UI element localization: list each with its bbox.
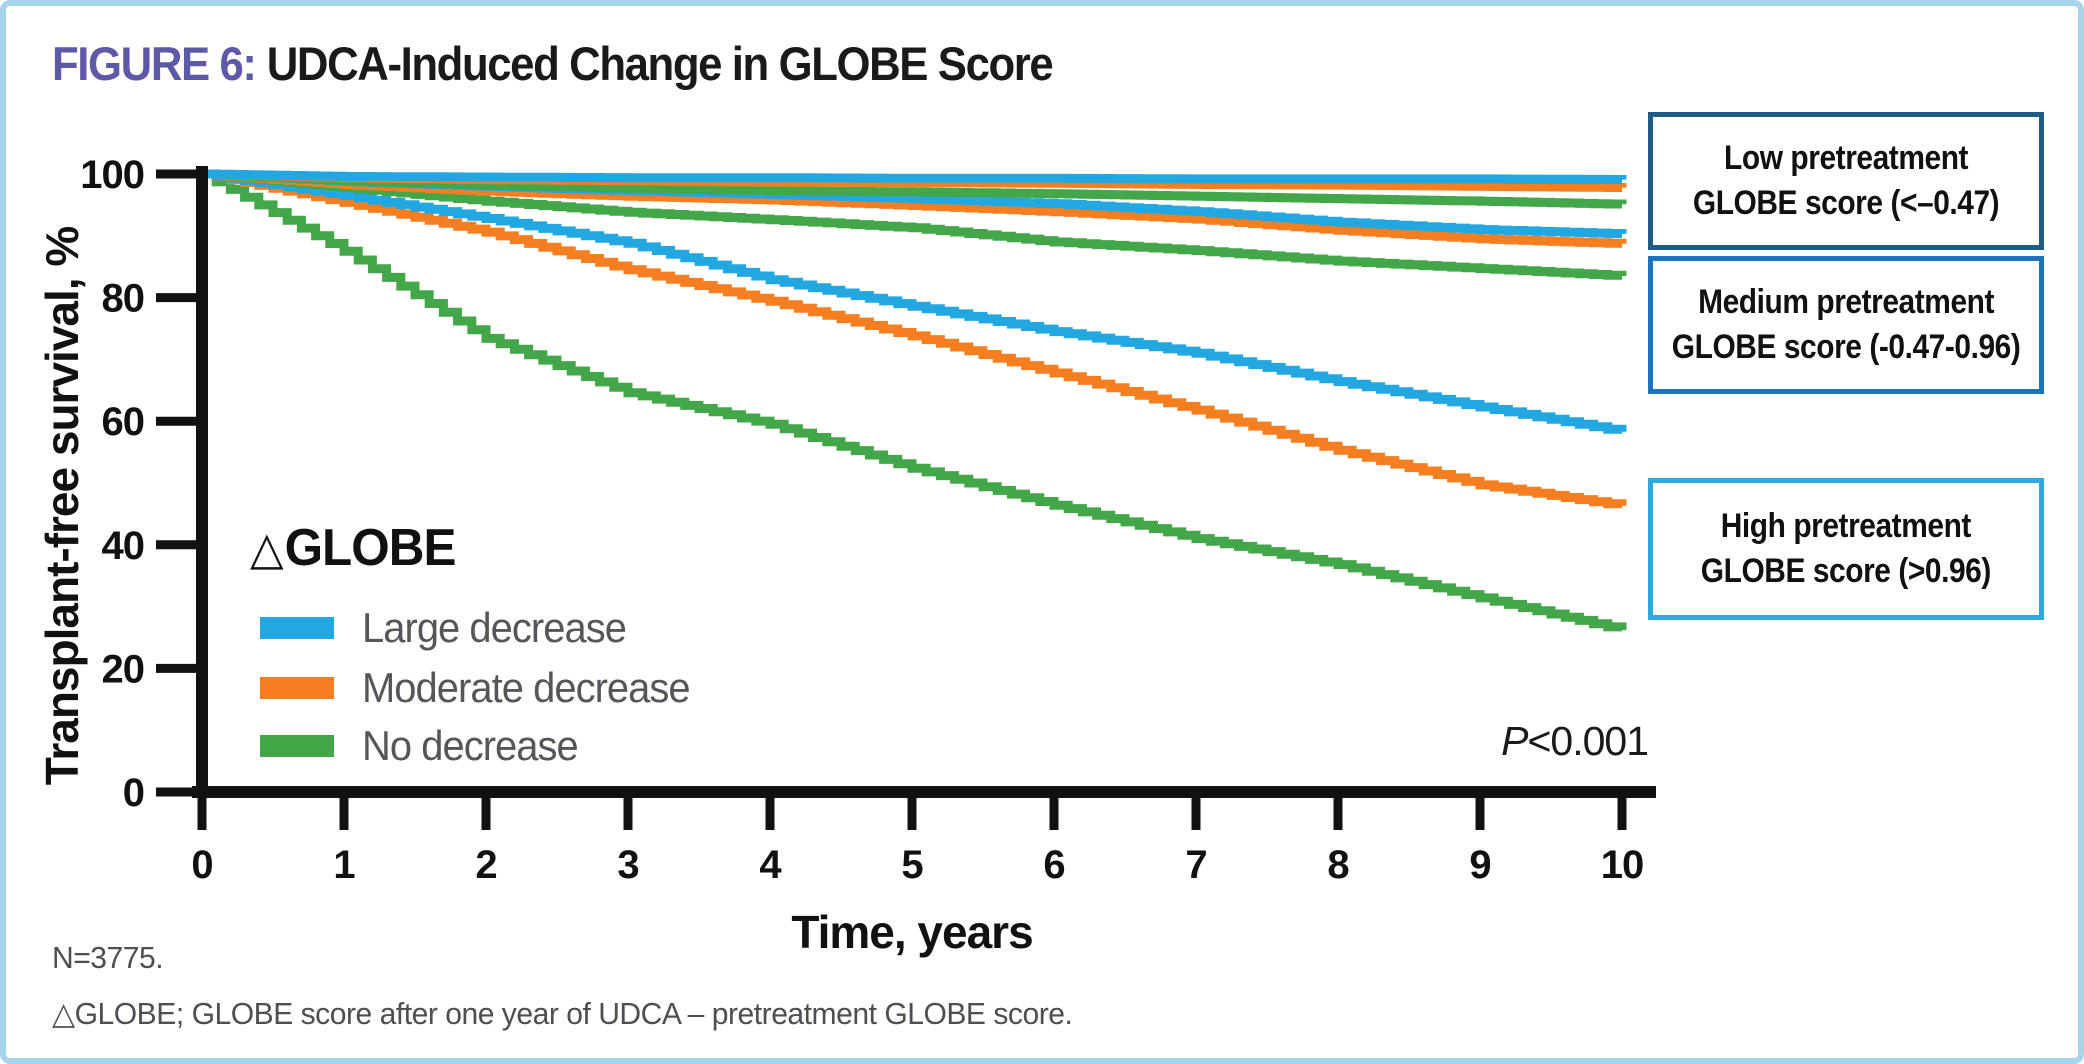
- annotation-box-text: Medium pretreatment GLOBE score (-0.47-0…: [1672, 280, 2021, 370]
- svg-text:0: 0: [191, 843, 212, 887]
- survival-chart: 0 20 40 60 80 100 0 1 2 3 4 5 6 7 8 9 10 Time, years Trans…: [36, 153, 1656, 958]
- annotation-box-medium-pretreatment: Medium pretreatment GLOBE score (-0.47-0…: [1648, 256, 2044, 394]
- svg-text:1: 1: [333, 843, 355, 887]
- svg-text:100: 100: [80, 153, 144, 197]
- svg-text:0: 0: [123, 771, 144, 815]
- legend-label: No decrease: [362, 722, 579, 769]
- figure-number-label: FIGURE 6:: [52, 37, 257, 90]
- legend-item-moderate-decrease: Moderate decrease: [260, 664, 707, 711]
- annotation-line: GLOBE score (>0.96): [1700, 552, 1992, 590]
- legend-heading-text: GLOBE: [284, 519, 457, 577]
- legend-item-no-decrease: No decrease: [260, 722, 589, 769]
- svg-text:7: 7: [1185, 843, 1206, 887]
- legend-swatch-blue: [260, 617, 334, 639]
- svg-text:Time, years: Time, years: [791, 906, 1032, 958]
- legend-heading: △ GLOBE: [250, 518, 457, 578]
- annotation-line: Low pretreatment: [1723, 139, 1968, 177]
- annotation-box-text: High pretreatment GLOBE score (>0.96): [1700, 504, 1992, 594]
- p-value-symbol: P: [1501, 718, 1528, 764]
- svg-text:3: 3: [617, 843, 638, 887]
- annotation-line: High pretreatment: [1720, 507, 1972, 545]
- figure-title: FIGURE 6: UDCA-Induced Change in GLOBE Sc…: [52, 36, 1054, 91]
- svg-text:9: 9: [1469, 843, 1490, 887]
- svg-text:5: 5: [901, 843, 923, 887]
- legend-label: Large decrease: [362, 604, 627, 651]
- annotation-line: Medium pretreatment: [1698, 283, 1994, 321]
- svg-text:10: 10: [1601, 843, 1644, 887]
- p-value-annotation: P<0.001: [1348, 718, 1649, 765]
- annotation-box-high-pretreatment: High pretreatment GLOBE score (>0.96): [1648, 478, 2044, 620]
- legend-swatch-green: [260, 735, 334, 757]
- annotation-line: GLOBE score (<–0.47): [1692, 184, 2000, 222]
- legend-swatch-orange: [260, 677, 334, 699]
- figure-title-text: UDCA-Induced Change in GLOBE Score: [266, 37, 1054, 90]
- legend-item-large-decrease: Large decrease: [260, 604, 640, 651]
- svg-text:8: 8: [1327, 843, 1349, 887]
- svg-text:60: 60: [102, 400, 145, 444]
- svg-text:2: 2: [475, 843, 496, 887]
- annotation-box-low-pretreatment: Low pretreatment GLOBE score (<–0.47): [1648, 112, 2044, 250]
- legend-label: Moderate decrease: [362, 664, 691, 711]
- svg-text:40: 40: [102, 524, 145, 568]
- annotation-box-text: Low pretreatment GLOBE score (<–0.47): [1692, 136, 2000, 226]
- svg-text:4: 4: [759, 843, 782, 887]
- svg-text:20: 20: [102, 647, 145, 691]
- svg-text:80: 80: [102, 277, 145, 321]
- svg-text:Transplant-free survival, %: Transplant-free survival, %: [36, 227, 88, 786]
- footnote-delta-definition: △GLOBE; GLOBE score after one year of UD…: [52, 996, 1073, 1031]
- annotation-line: GLOBE score (-0.47-0.96): [1671, 328, 2021, 366]
- p-value-text: <0.001: [1527, 718, 1649, 764]
- footnote-sample-size: N=3775.: [52, 940, 164, 975]
- svg-text:6: 6: [1043, 843, 1064, 887]
- delta-triangle-icon: △: [250, 522, 284, 574]
